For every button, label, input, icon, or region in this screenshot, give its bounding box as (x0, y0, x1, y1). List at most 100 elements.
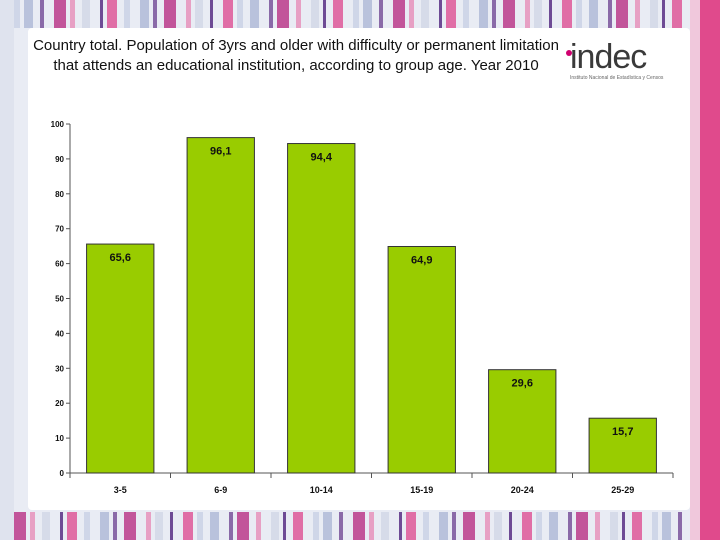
y-tick-label: 100 (51, 120, 65, 129)
decor-stripe (439, 512, 448, 540)
decor-stripe (293, 512, 303, 540)
decor-stripe (562, 0, 572, 28)
decor-stripe (40, 0, 44, 28)
decor-stripe (672, 0, 682, 28)
decor-stripe (463, 512, 475, 540)
decor-stripe (339, 512, 343, 540)
decor-stripe (223, 0, 233, 28)
decor-stripe (595, 512, 600, 540)
data-label: 29,6 (512, 378, 533, 390)
decor-stripe (622, 512, 625, 540)
logo-dot-icon (566, 50, 572, 56)
decor-stripe (369, 512, 374, 540)
decor-stripe (381, 512, 389, 540)
y-tick-label: 90 (55, 155, 64, 164)
decor-stripe (60, 512, 63, 540)
decor-stripe (54, 0, 66, 28)
decor-stripe (210, 0, 213, 28)
logo-subtitle: Instituto Nacional de Estadística y Cens… (570, 75, 664, 81)
decor-stripe (195, 0, 203, 28)
decor-stripe (277, 0, 289, 28)
decor-stripe (446, 0, 456, 28)
decor-stripe (113, 512, 117, 540)
y-tick-label: 10 (55, 434, 64, 443)
x-category-label: 10-14 (310, 485, 333, 495)
decor-stripe (423, 512, 429, 540)
decor-stripe (269, 0, 273, 28)
bar-25-29 (588, 417, 657, 474)
decor-stripe (421, 0, 429, 28)
logo-wordmark: indec (570, 38, 647, 76)
decor-stripe (124, 512, 136, 540)
decor-stripe (650, 0, 658, 28)
decor-stripe (678, 512, 682, 540)
decor-stripe (30, 512, 35, 540)
decor-stripe (463, 0, 469, 28)
decor-stripe (229, 512, 233, 540)
decor-stripe (271, 512, 279, 540)
bar-15-19 (387, 245, 456, 474)
y-tick-label: 70 (55, 225, 64, 234)
bar-3-5 (86, 243, 155, 474)
decor-stripe (183, 512, 193, 540)
y-tick-label: 30 (55, 364, 64, 373)
decor-stripe (494, 512, 502, 540)
data-label: 94,4 (311, 152, 333, 164)
decor-stripe (576, 0, 582, 28)
decor-stripe (164, 0, 176, 28)
decor-stripe (82, 0, 90, 28)
decor-stripe (525, 0, 530, 28)
decor-stripe (313, 512, 319, 540)
data-label: 64,9 (411, 254, 432, 266)
decor-stripe (635, 0, 640, 28)
decor-stripe (503, 0, 515, 28)
decor-stripe (534, 0, 542, 28)
decor-stripe (353, 512, 365, 540)
data-label: 15,7 (612, 426, 633, 438)
decor-stripe (311, 0, 319, 28)
decor-stripe (24, 0, 33, 28)
decor-stripe (662, 512, 671, 540)
decor-stripe (14, 512, 26, 540)
decor-stripe (67, 512, 77, 540)
decor-stripe (406, 512, 416, 540)
decor-stripe (353, 0, 359, 28)
x-category-label: 20-24 (511, 485, 534, 495)
decor-stripe (576, 512, 588, 540)
decor-stripe (107, 0, 117, 28)
decor-stripe (155, 512, 163, 540)
decor-stripe (296, 0, 301, 28)
decor-stripe (256, 512, 261, 540)
bar-6-9 (186, 137, 255, 474)
y-tick-label: 50 (55, 295, 64, 304)
x-category-label: 3-5 (114, 485, 127, 495)
decor-stripe (210, 512, 219, 540)
x-category-label: 25-29 (611, 485, 634, 495)
bar-20-24 (488, 369, 557, 474)
y-tick-label: 60 (55, 260, 64, 269)
decor-stripe (100, 0, 103, 28)
decor-stripe (610, 512, 618, 540)
decor-stripe (568, 512, 572, 540)
decor-stripe (140, 0, 149, 28)
decor-stripe (522, 512, 532, 540)
decor-stripe (379, 0, 383, 28)
decor-stripe (652, 512, 658, 540)
decor-stripe (549, 0, 552, 28)
decor-stripe (100, 512, 109, 540)
decor-stripe (549, 512, 558, 540)
decor-stripe (393, 0, 405, 28)
decor-stripe (662, 0, 665, 28)
x-category-label: 6-9 (214, 485, 227, 495)
decor-stripe (170, 512, 173, 540)
decor-stripe (124, 0, 130, 28)
decor-stripe (608, 0, 612, 28)
decor-stripe (84, 512, 90, 540)
y-tick-label: 80 (55, 190, 64, 199)
decor-stripe (197, 512, 203, 540)
decor-stripe (632, 512, 642, 540)
decor-stripe (14, 0, 20, 28)
x-category-label: 15-19 (410, 485, 433, 495)
bar-10-14 (287, 143, 356, 474)
